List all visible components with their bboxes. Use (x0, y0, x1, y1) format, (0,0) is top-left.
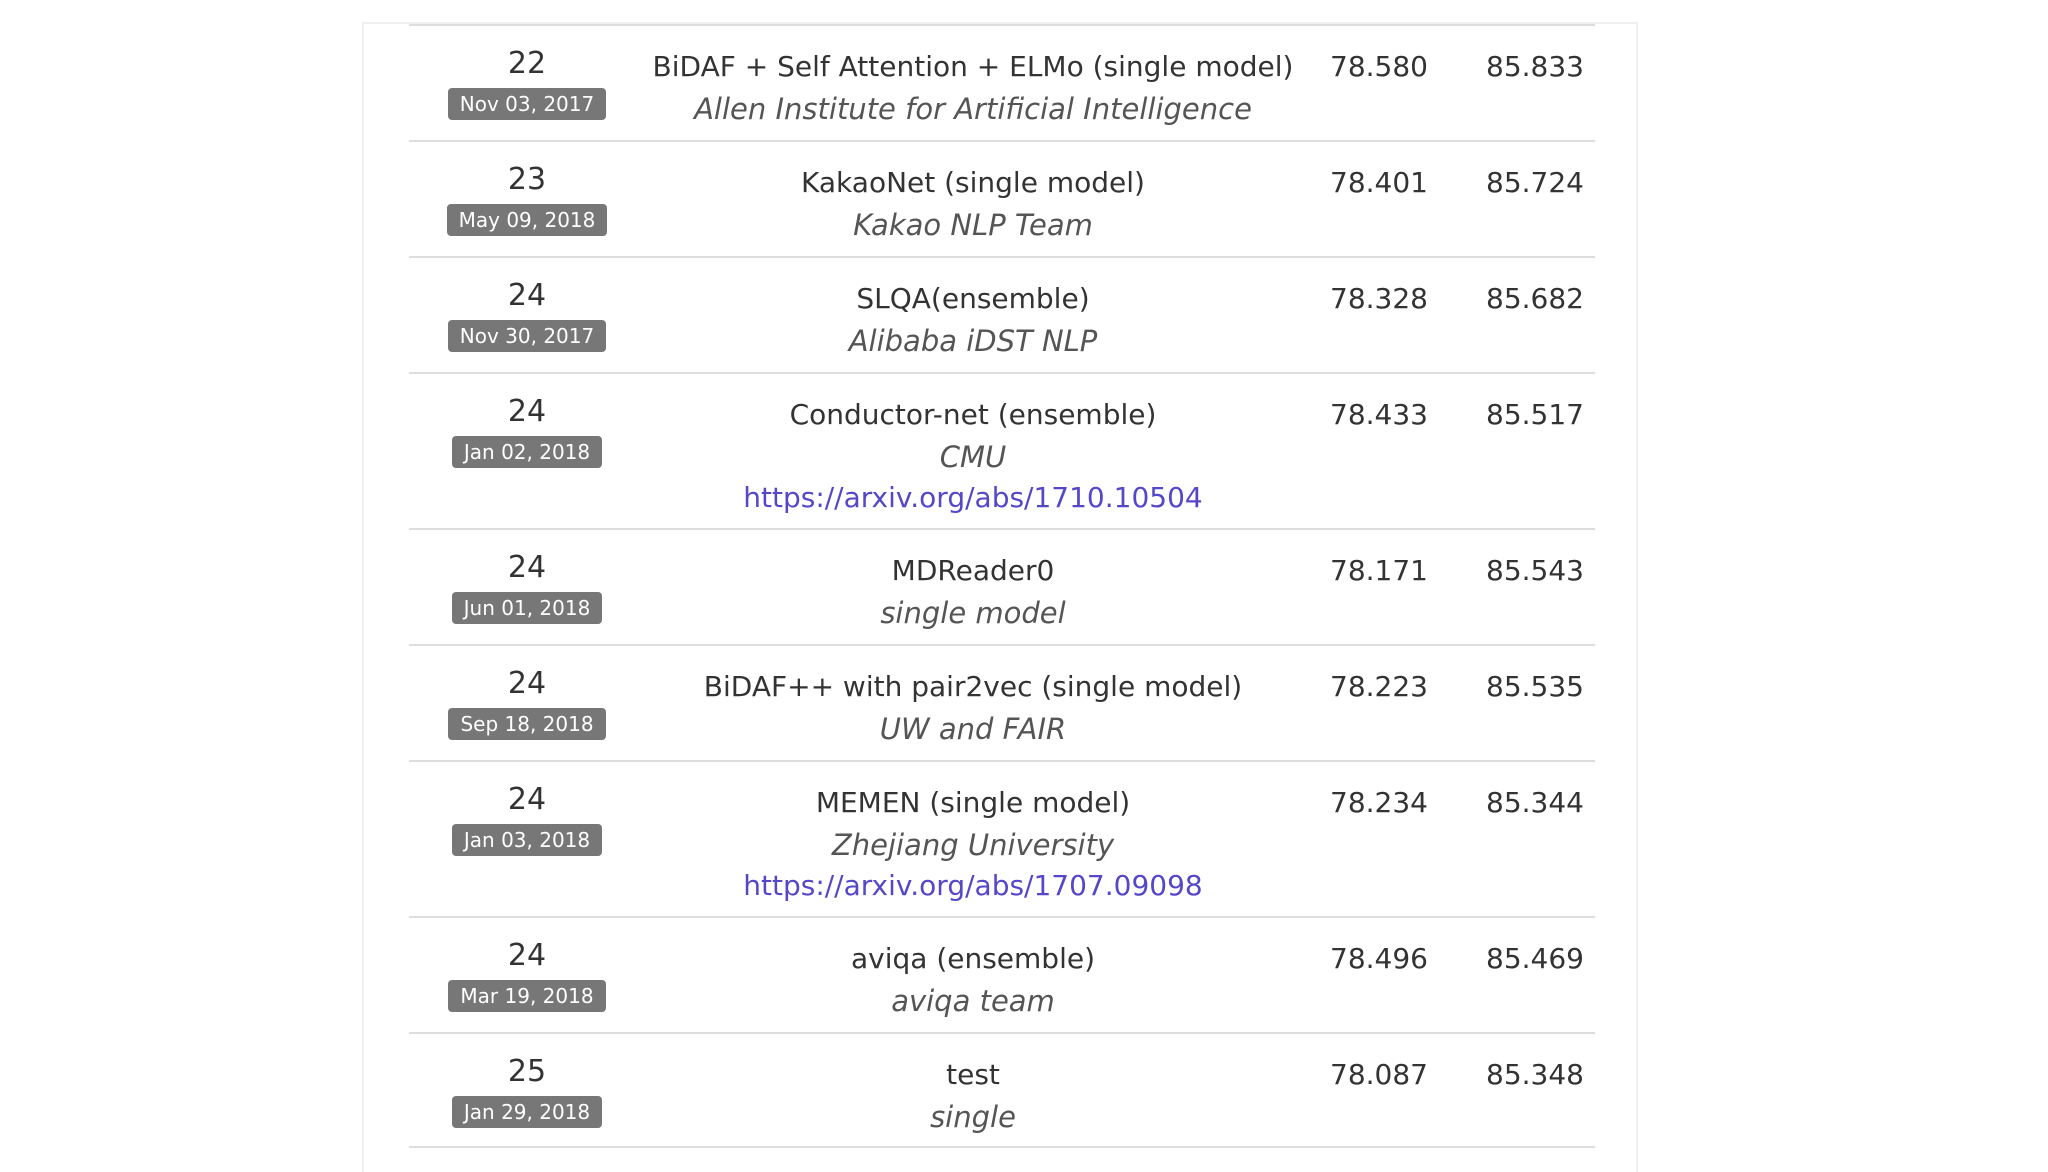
date-badge: Nov 30, 2017 (447, 320, 607, 352)
table-row: 24 Jun 01, 2018 MDReader0 single model 7… (409, 528, 1595, 644)
rank-cell: 24 Mar 19, 2018 (409, 938, 645, 1012)
f1-score: 85.344 (1486, 786, 1584, 819)
organization: Alibaba iDST NLP (848, 324, 1098, 358)
organization: CMU (939, 440, 1007, 474)
date-badge: Mar 19, 2018 (448, 980, 606, 1012)
table-row: 24 Nov 30, 2017 SLQA(ensemble) Alibaba i… (409, 256, 1595, 372)
organization: UW and FAIR (879, 712, 1067, 746)
model-name: SLQA(ensemble) (856, 282, 1090, 315)
rank: 24 (507, 394, 547, 429)
rank: 24 (507, 278, 547, 313)
organization: Allen Institute for Artificial Intellige… (694, 92, 1252, 126)
date-badge: Jan 02, 2018 (451, 436, 603, 468)
paper-link[interactable]: https://arxiv.org/abs/1707.09098 (743, 869, 1203, 902)
rank: 22 (507, 46, 547, 81)
leaderboard-panel: 22 Nov 03, 2017 BiDAF + Self Attention +… (362, 22, 1638, 1172)
f1-score: 85.469 (1486, 942, 1584, 975)
f1-score: 85.348 (1486, 1058, 1584, 1091)
paper-link[interactable]: https://arxiv.org/abs/1710.10504 (743, 481, 1203, 514)
model-name: MEMEN (single model) (815, 786, 1131, 819)
table-row: 24 Jan 02, 2018 Conductor-net (ensemble)… (409, 372, 1595, 528)
organization: single model (880, 596, 1066, 630)
model-cell: Conductor-net (ensemble) CMU https://arx… (645, 394, 1301, 518)
model-cell: MEMEN (single model) Zhejiang University… (645, 782, 1301, 906)
date-badge: Nov 03, 2017 (447, 88, 607, 120)
model-cell: test single (645, 1054, 1301, 1138)
table-row: 22 Nov 03, 2017 BiDAF + Self Attention +… (409, 24, 1595, 140)
table-row: 24 Mar 19, 2018 aviqa (ensemble) aviqa t… (409, 916, 1595, 1032)
model-cell: BiDAF++ with pair2vec (single model) UW … (645, 666, 1301, 750)
organization: Kakao NLP Team (853, 208, 1093, 242)
date-badge: Jan 03, 2018 (451, 824, 603, 856)
rank: 24 (507, 782, 547, 817)
rank-cell: 24 Jun 01, 2018 (409, 550, 645, 624)
em-score: 78.496 (1330, 942, 1428, 975)
rank: 23 (507, 162, 547, 197)
organization: aviqa team (891, 984, 1055, 1018)
rank-cell: 22 Nov 03, 2017 (409, 46, 645, 120)
model-name: BiDAF + Self Attention + ELMo (single mo… (652, 50, 1294, 83)
rank: 24 (507, 550, 547, 585)
model-cell: BiDAF + Self Attention + ELMo (single mo… (645, 46, 1301, 130)
f1-score: 85.724 (1486, 166, 1584, 199)
model-cell: KakaoNet (single model) Kakao NLP Team (645, 162, 1301, 246)
rank: 24 (507, 938, 547, 973)
organization: Zhejiang University (831, 828, 1115, 862)
rank-cell: 24 Nov 30, 2017 (409, 278, 645, 352)
rank: 24 (507, 666, 547, 701)
f1-score: 85.833 (1486, 50, 1584, 83)
em-score: 78.433 (1330, 398, 1428, 431)
model-name: test (946, 1058, 1000, 1091)
em-score: 78.401 (1330, 166, 1428, 199)
model-name: MDReader0 (891, 554, 1055, 587)
model-cell: aviqa (ensemble) aviqa team (645, 938, 1301, 1022)
model-name: Conductor-net (ensemble) (789, 398, 1157, 431)
rank-cell: 24 Jan 03, 2018 (409, 782, 645, 856)
model-cell: MDReader0 single model (645, 550, 1301, 634)
em-score: 78.234 (1330, 786, 1428, 819)
date-badge: May 09, 2018 (446, 204, 608, 236)
date-badge: Jan 29, 2018 (451, 1096, 603, 1128)
rank: 25 (507, 1054, 547, 1089)
em-score: 78.580 (1330, 50, 1428, 83)
table-row: 23 May 09, 2018 KakaoNet (single model) … (409, 140, 1595, 256)
model-cell: SLQA(ensemble) Alibaba iDST NLP (645, 278, 1301, 362)
table-row: 24 Sep 18, 2018 BiDAF++ with pair2vec (s… (409, 644, 1595, 760)
organization: single (930, 1100, 1016, 1134)
f1-score: 85.543 (1486, 554, 1584, 587)
rank-cell: 24 Sep 18, 2018 (409, 666, 645, 740)
em-score: 78.328 (1330, 282, 1428, 315)
em-score: 78.171 (1330, 554, 1428, 587)
model-name: KakaoNet (single model) (801, 166, 1145, 199)
rank-cell: 24 Jan 02, 2018 (409, 394, 645, 468)
rank-cell: 23 May 09, 2018 (409, 162, 645, 236)
rank-cell: 25 Jan 29, 2018 (409, 1054, 645, 1128)
table-row: 25 Jan 29, 2018 test single 78.087 85.34… (409, 1032, 1595, 1148)
em-score: 78.087 (1330, 1058, 1428, 1091)
model-name: aviqa (ensemble) (850, 942, 1096, 975)
em-score: 78.223 (1330, 670, 1428, 703)
table-row: 24 Jan 03, 2018 MEMEN (single model) Zhe… (409, 760, 1595, 916)
f1-score: 85.535 (1486, 670, 1584, 703)
f1-score: 85.682 (1486, 282, 1584, 315)
date-badge: Jun 01, 2018 (451, 592, 603, 624)
leaderboard-table: 22 Nov 03, 2017 BiDAF + Self Attention +… (409, 24, 1595, 1148)
date-badge: Sep 18, 2018 (448, 708, 606, 740)
model-name: BiDAF++ with pair2vec (single model) (703, 670, 1243, 703)
f1-score: 85.517 (1486, 398, 1584, 431)
